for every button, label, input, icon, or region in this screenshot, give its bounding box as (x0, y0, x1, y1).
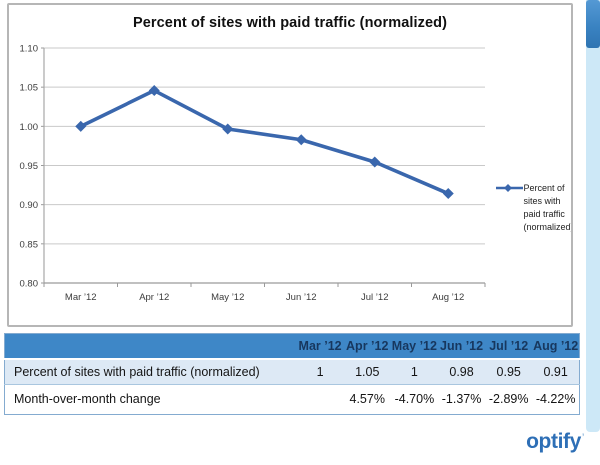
data-point-marker (222, 123, 234, 135)
series-line (78, 88, 451, 196)
y-tick-label: 0.95 (20, 161, 39, 172)
table-cell: -4.70% (390, 384, 438, 414)
chart-title: Percent of sites with paid traffic (norm… (132, 15, 448, 31)
table-cell: 0.95 (496, 365, 521, 380)
data-point-marker (369, 156, 381, 168)
table-col-may: May ’12 (390, 333, 438, 360)
y-tick-label: 1.10 (20, 44, 39, 55)
table-corner-cell (4, 333, 297, 360)
row-label: Percent of sites with paid traffic (norm… (14, 365, 260, 379)
table-col-jun: Jun ’12 (437, 333, 486, 360)
legend-label: Percent of (524, 183, 566, 193)
x-tick-label: Jul ’12 (361, 292, 388, 303)
table-col-mar: Mar ’12 (296, 333, 344, 360)
table-cell: 4.57% (343, 384, 391, 414)
legend-label: (normalized) (524, 222, 572, 232)
x-tick-label: May ’12 (211, 292, 244, 303)
table-cell: 0.98 (449, 365, 474, 380)
x-tick-label: Jun ’12 (286, 292, 317, 303)
x-tick-label: Mar ’12 (65, 292, 97, 303)
legend-marker-icon (504, 184, 512, 192)
data-point-marker (442, 188, 454, 200)
optify-logo: optify’ (526, 430, 584, 454)
x-tick-label: Aug ’12 (432, 292, 464, 303)
scrollbar-track[interactable] (586, 0, 600, 432)
table-cell: -2.89% (485, 384, 533, 414)
data-point-marker (295, 134, 307, 146)
table-cell: 1 (410, 365, 418, 380)
table-row-mom-change: Month-over-month change 4.57% -4.70% -1.… (4, 384, 580, 414)
table-cell (296, 384, 344, 414)
table-cell: -4.22% (532, 384, 580, 414)
data-point-marker (75, 120, 87, 132)
y-tick-label: 1.05 (20, 83, 39, 94)
y-tick-label: 0.80 (20, 279, 39, 290)
table-row-percent-paid-traffic: Percent of sites with paid traffic (norm… (4, 359, 580, 385)
y-tick-label: 0.90 (20, 200, 39, 211)
trademark-mark: ’ (581, 432, 585, 442)
table-col-aug: Aug ’12 (532, 333, 580, 360)
table-cell: 1 (316, 365, 324, 380)
x-tick-label: Apr ’12 (139, 292, 169, 303)
table-cell: -1.37% (437, 384, 486, 414)
legend-label: sites with (524, 196, 561, 206)
y-tick-label: 0.85 (20, 239, 39, 250)
table-cell: 1.05 (355, 365, 380, 380)
chart-panel: 1.10 1.05 1.00 0.95 0.90 0.85 0.80 Mar ’12 Apr ’… (7, 3, 573, 327)
table-cell: 0.91 (543, 365, 568, 380)
scrollbar-thumb[interactable] (586, 0, 600, 48)
table-col-apr: Apr ’12 (343, 333, 391, 360)
data-table: Mar ’12 Apr ’12 May ’12 Jun ’12 Jul ’12 … (4, 333, 580, 415)
line-chart: 1.10 1.05 1.00 0.95 0.90 0.85 0.80 Mar ’12 Apr ’… (20, 44, 572, 304)
optify-logo-text: optify (526, 430, 581, 453)
legend-label: paid traffic (524, 209, 566, 219)
y-tick-label: 1.00 (20, 122, 39, 133)
table-col-jul: Jul ’12 (485, 333, 533, 360)
table-header-row: Mar ’12 Apr ’12 May ’12 Jun ’12 Jul ’12 … (4, 333, 580, 360)
data-point-marker (148, 85, 160, 97)
row-label: Month-over-month change (4, 384, 297, 414)
